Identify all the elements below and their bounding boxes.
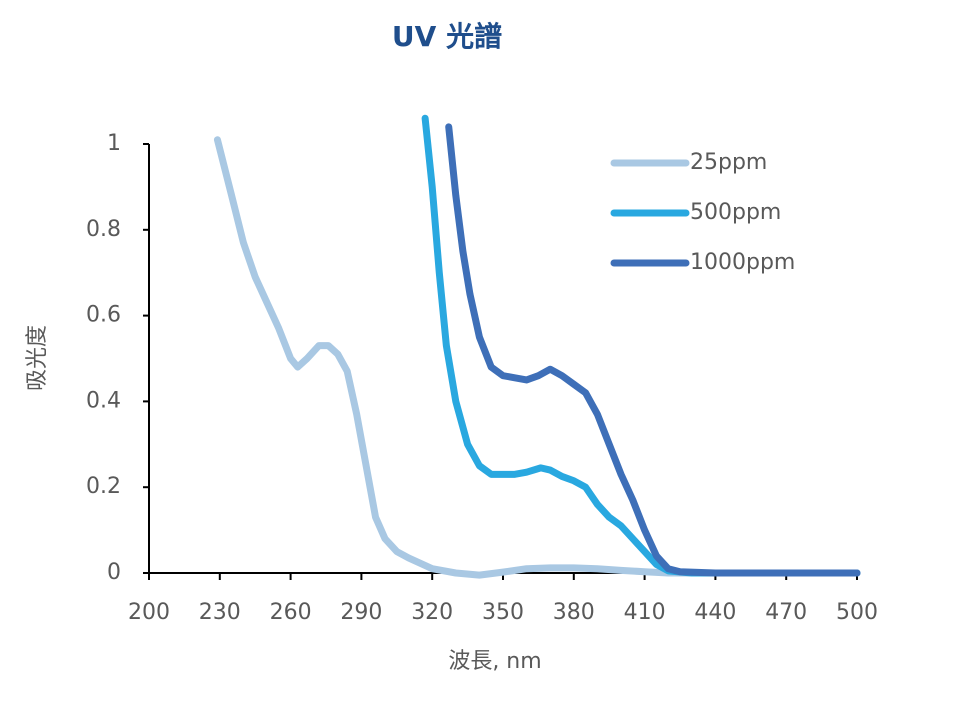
x-tick-label: 350: [482, 600, 524, 625]
legend-label: 25ppm: [690, 150, 767, 175]
x-tick-label: 410: [624, 600, 666, 625]
x-tick-label: 380: [553, 600, 595, 625]
series-line: [213, 136, 861, 579]
y-tick-label: 0.4: [86, 388, 121, 413]
x-tick-label: 290: [340, 600, 382, 625]
x-tick-label: 200: [128, 600, 170, 625]
legend-label: 1000ppm: [690, 250, 795, 275]
y-tick-label: 1: [107, 131, 121, 156]
y-tick-label: 0.8: [86, 217, 121, 242]
chart-title: UV 光譜: [392, 20, 502, 53]
y-tick-label: 0: [107, 560, 121, 585]
y-tick-label: 0.2: [86, 474, 121, 499]
x-tick-label: 500: [836, 600, 878, 625]
x-tick-label: 230: [199, 600, 241, 625]
x-tick-label: 320: [411, 600, 453, 625]
series-line: [421, 114, 861, 577]
x-tick-label: 440: [694, 600, 736, 625]
y-axis-label: 吸光度: [25, 325, 50, 391]
legend-label: 500ppm: [690, 200, 781, 225]
x-tick-label: 470: [765, 600, 807, 625]
x-axis-label: 波長, nm: [448, 649, 541, 674]
y-tick-label: 0.6: [86, 303, 121, 328]
series-line: [445, 123, 861, 577]
x-tick-label: 260: [270, 600, 312, 625]
